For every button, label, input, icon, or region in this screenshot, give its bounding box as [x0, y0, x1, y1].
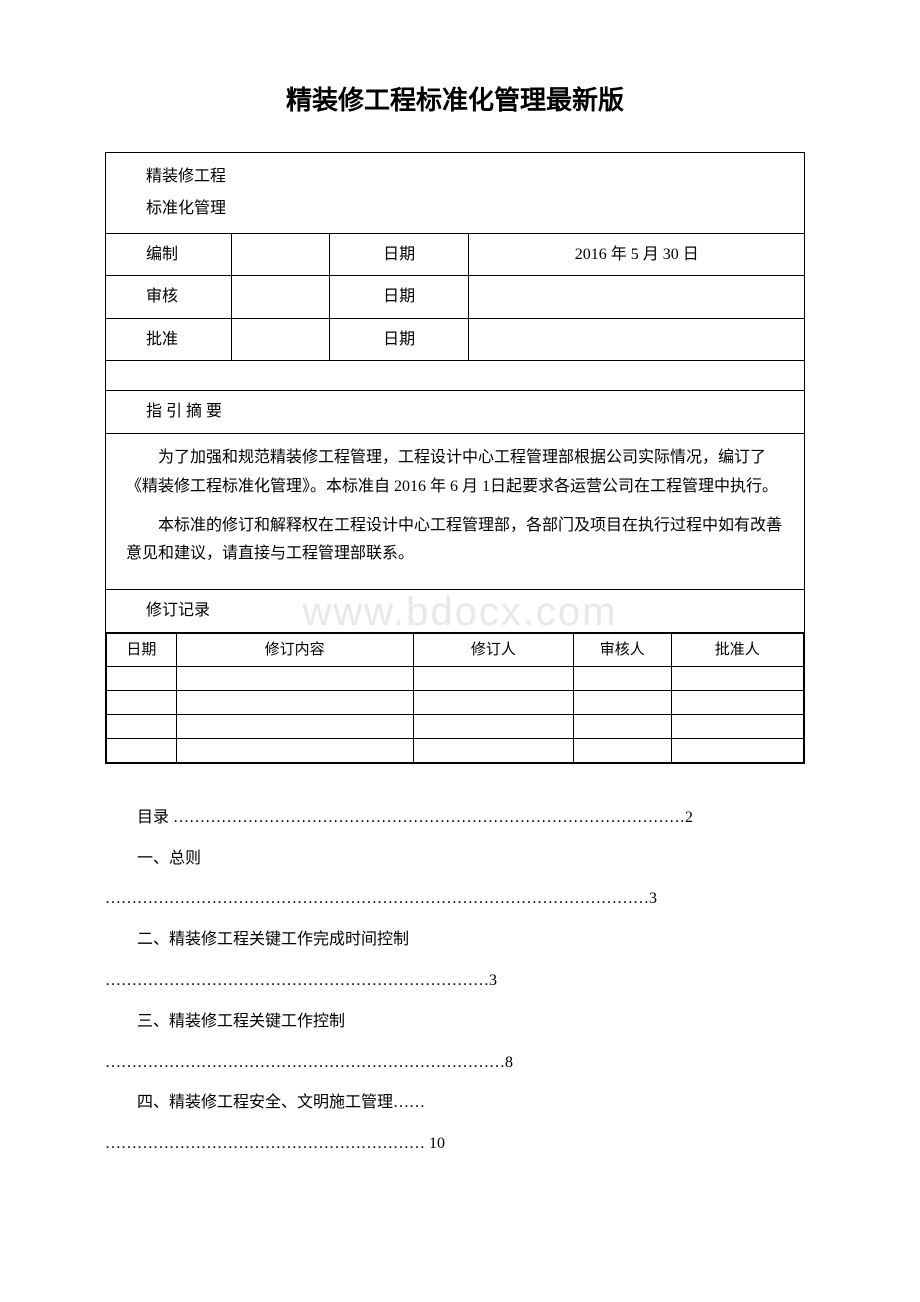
compile-label: 编制: [106, 233, 232, 276]
main-document-table: 精装修工程 标准化管理 编制 日期 2016 年 5 月 30 日 审核 日期 …: [105, 152, 805, 764]
toc-item-2-label: 二、精装修工程关键工作完成时间控制: [105, 926, 805, 955]
table-row: [107, 714, 804, 738]
spacer-cell: [106, 361, 805, 391]
approve-value: [231, 318, 329, 361]
table-row: [107, 666, 804, 690]
rev-header-reviser: 修订人: [413, 633, 573, 666]
toc-item-3-dots: …………………………………………………………………8: [105, 1049, 805, 1078]
summary-content-cell: 为了加强和规范精装修工程管理，工程设计中心工程管理部根据公司实际情况，编订了《精…: [106, 433, 805, 589]
toc-item-2-dots: ………………………………………………………………3: [105, 967, 805, 996]
toc-item-1-dots: …………………………………………………………………………………………3: [105, 885, 805, 914]
table-of-contents: 目录 ……………………………………………………………………………………2 一、总…: [105, 804, 805, 1159]
compile-value: [231, 233, 329, 276]
revision-table: 日期 修订内容 修订人 审核人 批准人: [106, 633, 804, 763]
revision-table-container: 日期 修订内容 修订人 审核人 批准人: [106, 632, 805, 763]
header-line2: 标准化管理: [146, 193, 794, 225]
approve-label: 批准: [106, 318, 232, 361]
doc-header-cell: 精装修工程 标准化管理: [106, 152, 805, 233]
rev-header-content: 修订内容: [176, 633, 413, 666]
toc-item-3-label: 三、精装修工程关键工作控制: [105, 1008, 805, 1037]
approve-date-value: [469, 318, 805, 361]
rev-header-reviewer: 审核人: [573, 633, 671, 666]
toc-item-4-dots: …………………………………………………… 10: [105, 1130, 805, 1159]
toc-item-contents: 目录 ……………………………………………………………………………………2: [105, 804, 805, 833]
rev-header-date: 日期: [107, 633, 177, 666]
compile-date-label: 日期: [329, 233, 469, 276]
summary-para1: 为了加强和规范精装修工程管理，工程设计中心工程管理部根据公司实际情况，编订了《精…: [126, 444, 784, 502]
rev-header-approver: 批准人: [671, 633, 803, 666]
revision-heading-cell: 修订记录: [106, 590, 805, 633]
table-row: [107, 738, 804, 762]
review-date-value: [469, 276, 805, 319]
review-date-label: 日期: [329, 276, 469, 319]
header-line1: 精装修工程: [146, 161, 794, 193]
review-label: 审核: [106, 276, 232, 319]
toc-item-1-label: 一、总则: [105, 845, 805, 874]
page-title: 精装修工程标准化管理最新版: [105, 80, 805, 122]
toc-item-4-label: 四、精装修工程安全、文明施工管理……: [105, 1089, 805, 1118]
summary-para2: 本标准的修订和解释权在工程设计中心工程管理部，各部门及项目在执行过程中如有改善意…: [126, 512, 784, 570]
summary-heading-cell: 指 引 摘 要: [106, 391, 805, 434]
table-row: [107, 690, 804, 714]
compile-date-value: 2016 年 5 月 30 日: [469, 233, 805, 276]
approve-date-label: 日期: [329, 318, 469, 361]
review-value: [231, 276, 329, 319]
